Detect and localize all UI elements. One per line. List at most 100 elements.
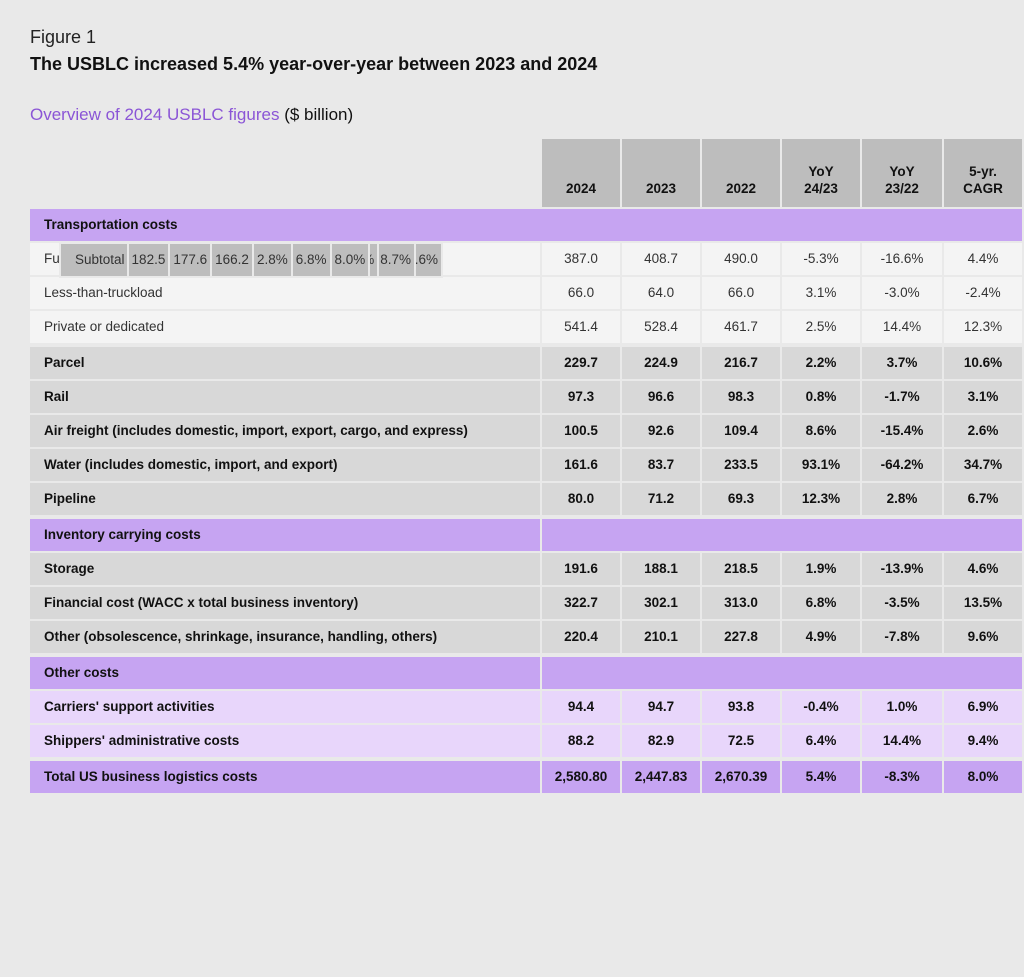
row-label: Total US business logistics costs	[28, 759, 542, 795]
table-row: Storage 191.6 188.1 218.5 1.9% -13.9% 4.6%	[28, 551, 1024, 587]
cell-value: 229.7	[540, 345, 622, 381]
column-header-line: YoY	[808, 164, 834, 179]
cell-value: 2.6%	[942, 413, 1024, 449]
table-row: Air freight (includes domestic, import, …	[28, 413, 1024, 449]
cell-value: 166.2	[210, 242, 254, 278]
cell-value: -2.4%	[942, 275, 1024, 311]
cell-value: 4.6%	[942, 551, 1024, 587]
section-fill	[540, 517, 1024, 553]
row-label: Less-than-truckload	[28, 275, 542, 311]
cell-value: 220.4	[540, 619, 622, 655]
cell-value: -16.6%	[860, 241, 944, 277]
cell-value: 64.0	[620, 275, 702, 311]
table-row: Total US business logistics costs 2,580.8…	[28, 759, 1024, 795]
cell-value: 6.8%	[780, 585, 862, 621]
cell-value: -64.2%	[860, 447, 944, 483]
cell-value: 177.6	[168, 242, 213, 278]
cell-value: 191.6	[540, 551, 622, 587]
row-label: Rail	[28, 379, 542, 415]
cell-value: 408.7	[620, 241, 702, 277]
cell-value: 93.1%	[780, 447, 862, 483]
cell-value: 9.6%	[942, 619, 1024, 655]
column-header: 5-yr. CAGR	[942, 137, 1024, 209]
cell-value: 224.9	[620, 345, 702, 381]
row-label: Financial cost (WACC x total business in…	[28, 585, 542, 621]
cell-value: 322.7	[540, 585, 622, 621]
cell-value: 3.1%	[942, 379, 1024, 415]
column-header: YoY 24/23	[780, 137, 862, 209]
cell-value: 93.8	[700, 689, 782, 725]
cell-value: 227.8	[700, 619, 782, 655]
cell-value: 6.7%	[942, 481, 1024, 517]
table-row: Rail 97.3 96.6 98.3 0.8% -1.7% 3.1%	[28, 379, 1024, 415]
cell-value: 2.2%	[780, 345, 862, 381]
table-row: Subtotal 182.5 177.6 166.2 2.8% 6.8% 8.0%	[59, 242, 371, 278]
cell-value: -5.3%	[780, 241, 862, 277]
cell-value: 96.6	[620, 379, 702, 415]
cell-value: 12.3%	[780, 481, 862, 517]
cell-value: 161.6	[540, 447, 622, 483]
cell-value: 5.4%	[780, 759, 862, 795]
cell-value: 3.1%	[780, 275, 862, 311]
header-row: 2024 2023 2022 YoY 24/23 YoY 23/22 5-yr. CAGR	[28, 137, 1024, 209]
table-row: Less-than-truckload 66.0 64.0 66.0 3.1% -3.0%…	[28, 275, 1024, 311]
cell-value: 14.4%	[860, 723, 944, 759]
cell-value: 1.9%	[780, 551, 862, 587]
cell-value: 98.3	[700, 379, 782, 415]
cell-value: -7.8%	[860, 619, 944, 655]
cell-value: 4.9%	[780, 619, 862, 655]
column-header-line: YoY	[889, 164, 915, 179]
table-row: Parcel 229.7 224.9 216.7 2.2% 3.7% 10.6%	[28, 345, 1024, 381]
section-header-row: Inventory carrying costs	[28, 517, 1024, 553]
cell-value: 8.7%	[375, 242, 417, 278]
cell-value: 8.0%	[942, 759, 1024, 795]
section-header-row: Transportation costs	[28, 207, 1024, 243]
row-label: Inventory carrying costs	[28, 517, 542, 553]
table-row: Shippers' administrative costs 88.2 82.9 72…	[28, 723, 1024, 759]
row-label: Pipeline	[28, 481, 542, 517]
cell-value: 233.5	[700, 447, 782, 483]
table-row: Private or dedicated 541.4 528.4 461.7 2.5% 1…	[28, 309, 1024, 345]
column-header-line: 24/23	[804, 181, 838, 196]
column-header-line: 2023	[645, 181, 677, 196]
cell-value: 94.7	[620, 689, 702, 725]
table-row: Pipeline 80.0 71.2 69.3 12.3% 2.8% 6.7%	[28, 481, 1024, 517]
cell-value: 490.0	[700, 241, 782, 277]
cell-value: 66.0	[700, 275, 782, 311]
cell-value: 92.6	[620, 413, 702, 449]
cell-value: 6.9%	[942, 689, 1024, 725]
row-label: Shippers' administrative costs	[28, 723, 542, 759]
table-row: Water (includes domestic, import, and ex…	[28, 447, 1024, 483]
cell-value: 9.4%	[942, 723, 1024, 759]
cell-value: -3.5%	[860, 585, 944, 621]
column-header: 2023	[620, 137, 702, 209]
column-header: 2022	[700, 137, 782, 209]
cell-value: 109.4	[700, 413, 782, 449]
cell-value: 34.7%	[942, 447, 1024, 483]
cell-value: 88.2	[540, 723, 622, 759]
row-label: Air freight (includes domestic, import, …	[28, 413, 542, 449]
row-label: Carriers' support activities	[28, 689, 542, 725]
cell-value: 13.5%	[942, 585, 1024, 621]
cell-value: -3.0%	[860, 275, 944, 311]
cell-value: 210.1	[620, 619, 702, 655]
table-row: Financial cost (WACC x total business in…	[28, 585, 1024, 621]
cell-value: 461.7	[700, 309, 782, 345]
cell-value: 82.9	[620, 723, 702, 759]
cell-value: 66.0	[540, 275, 622, 311]
cell-value: 100.5	[540, 413, 622, 449]
row-label: Parcel	[28, 345, 542, 381]
cell-value: 3.7%	[860, 345, 944, 381]
cell-value: 4.4%	[942, 241, 1024, 277]
cell-value: 14.4%	[860, 309, 944, 345]
cell-value: 8.0%	[329, 242, 371, 278]
section-header-row: Other costs	[28, 655, 1024, 691]
column-header-line: 23/22	[885, 181, 919, 196]
figure-title: The USBLC increased 5.4% year-over-year …	[30, 54, 598, 74]
cell-value: 218.5	[700, 551, 782, 587]
row-label: Private or dedicated	[28, 309, 542, 345]
column-header-line: 2024	[565, 181, 597, 196]
row-label: Transportation costs	[28, 207, 1024, 243]
cell-value: -1.7%	[860, 379, 944, 415]
subtitle-highlight: Overview of 2024 USBLC figures	[30, 105, 280, 124]
